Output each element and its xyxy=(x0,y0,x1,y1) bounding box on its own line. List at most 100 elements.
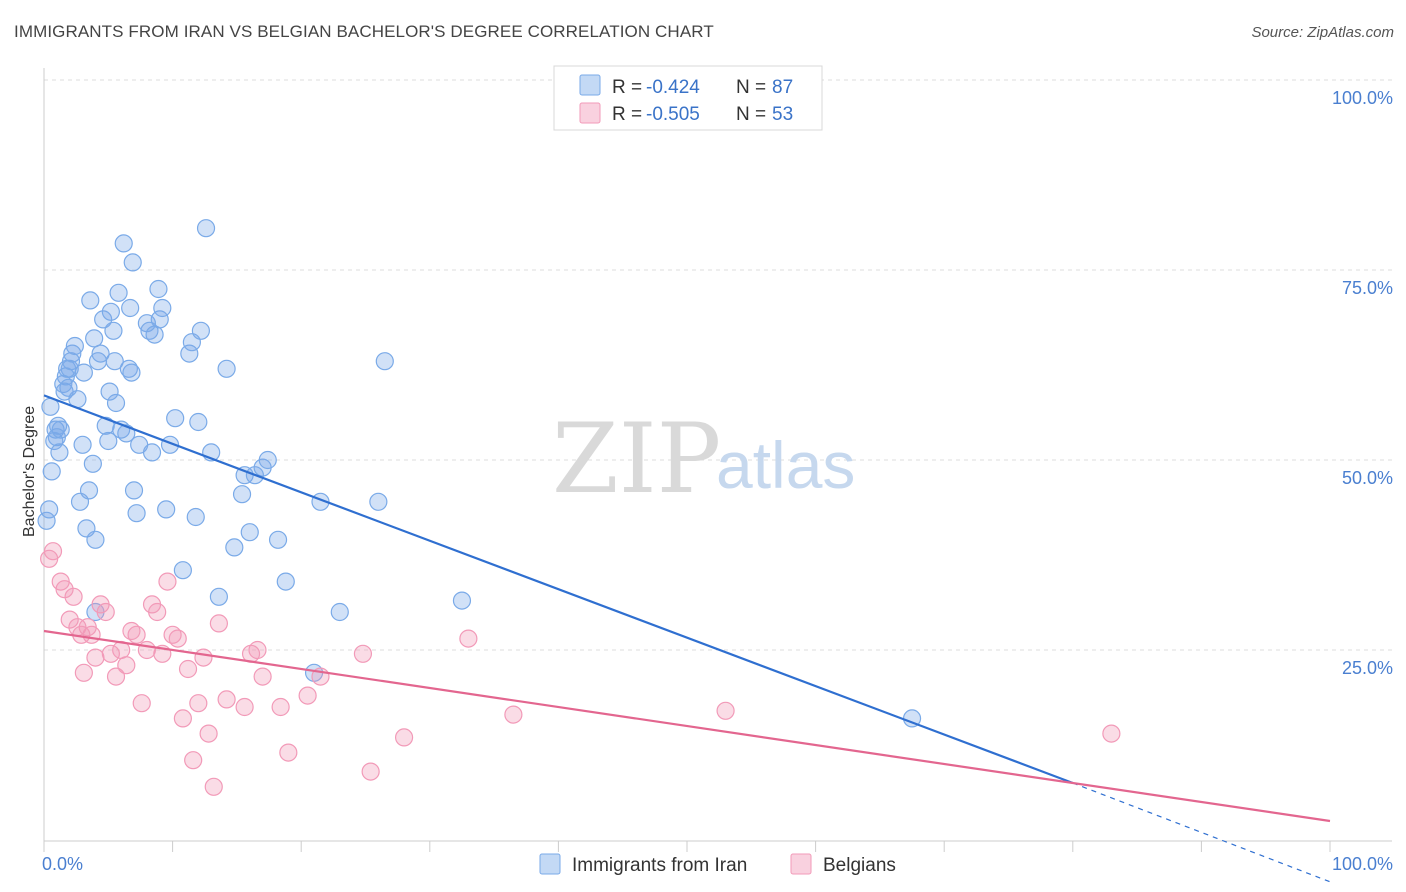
data-point xyxy=(106,667,126,686)
data-point xyxy=(158,572,177,591)
data-point xyxy=(459,629,478,648)
data-point xyxy=(189,694,208,713)
data-point xyxy=(117,656,136,675)
data-point xyxy=(74,663,93,682)
data-point xyxy=(127,504,146,523)
chart-title: IMMIGRANTS FROM IRAN VS BELGIAN BACHELOR… xyxy=(14,22,714,41)
axes xyxy=(43,68,1392,852)
data-point xyxy=(157,500,176,519)
data-point xyxy=(369,492,388,511)
legend-label-belgians: Belgians xyxy=(823,855,896,876)
data-point xyxy=(43,542,63,561)
data-point xyxy=(145,325,164,344)
data-point xyxy=(361,762,380,781)
data-point xyxy=(168,629,187,648)
data-point xyxy=(232,485,252,504)
data-point xyxy=(121,298,140,318)
data-point xyxy=(81,291,100,310)
data-point xyxy=(150,310,169,329)
legend-r-label-belgians: R = xyxy=(612,104,642,125)
data-point xyxy=(225,538,244,557)
data-point xyxy=(178,659,198,679)
data-point xyxy=(64,587,83,606)
data-point xyxy=(504,705,523,724)
legend-box xyxy=(553,65,823,131)
data-point xyxy=(209,587,228,606)
data-point xyxy=(186,507,205,527)
data-point xyxy=(65,336,84,356)
data-point xyxy=(268,530,288,549)
data-point xyxy=(51,420,70,439)
data-point xyxy=(50,443,69,462)
data-point xyxy=(99,431,118,451)
watermark-zip: ZIP xyxy=(552,403,721,515)
data-point xyxy=(123,253,142,272)
data-point xyxy=(716,701,735,720)
data-point xyxy=(74,363,93,382)
data-point xyxy=(142,443,162,462)
data-point xyxy=(91,344,110,363)
data-point xyxy=(199,724,218,743)
data-point xyxy=(191,321,210,340)
watermark: ZIP atlas xyxy=(552,403,855,515)
data-point xyxy=(217,690,236,709)
legend-swatch-iran-bottom xyxy=(539,853,561,875)
trend-line xyxy=(43,629,1331,823)
series-iran xyxy=(37,219,922,728)
trend-lines xyxy=(43,394,1331,883)
y-axis-label: Bachelor's Degree xyxy=(21,406,38,537)
data-point xyxy=(452,591,472,610)
data-point xyxy=(217,359,236,378)
legend-n-label-iran: N = xyxy=(736,77,766,98)
legend-swatch-iran xyxy=(579,74,601,96)
data-point xyxy=(137,640,156,660)
data-point xyxy=(94,310,113,329)
watermark-atlas: atlas xyxy=(716,428,855,502)
legend-r-label-iran: R = xyxy=(612,77,642,98)
data-point xyxy=(61,352,81,371)
data-point xyxy=(127,625,146,644)
data-point xyxy=(60,610,79,629)
legend-n-label-belgians: N = xyxy=(736,104,766,125)
data-point xyxy=(276,572,295,591)
data-point xyxy=(375,352,394,371)
data-point xyxy=(204,777,223,796)
data-point xyxy=(101,302,120,321)
data-point xyxy=(271,697,290,717)
data-point xyxy=(194,648,213,667)
data-point xyxy=(353,644,373,663)
data-point xyxy=(330,602,349,622)
data-point xyxy=(132,694,151,713)
data-point xyxy=(180,344,199,363)
data-point xyxy=(86,530,105,549)
trend-line xyxy=(43,394,1074,785)
data-point xyxy=(79,481,99,500)
data-point xyxy=(85,329,104,348)
legend-n-value-iran: 87 xyxy=(772,77,793,98)
data-point xyxy=(106,393,126,413)
data-point xyxy=(96,602,115,622)
y-tick-label: 100.0% xyxy=(1332,88,1393,108)
legend-n-value-belgians: 53 xyxy=(772,104,793,125)
data-point xyxy=(83,454,102,473)
data-point xyxy=(59,378,78,397)
x-tick-label: 100.0% xyxy=(1332,854,1393,874)
grid-lines xyxy=(44,79,1392,651)
legend-stats: R = -0.424 N = 87 R = -0.505 N = 53 xyxy=(553,65,823,131)
data-point xyxy=(235,697,254,717)
y-tick-labels: 25.0% 50.0% 75.0% 100.0% xyxy=(1332,88,1393,678)
y-tick-label: 50.0% xyxy=(1342,468,1393,488)
data-point xyxy=(105,352,124,371)
data-point xyxy=(100,382,119,401)
data-point xyxy=(394,728,414,747)
data-point xyxy=(279,743,298,762)
data-point xyxy=(166,409,185,428)
data-point xyxy=(124,481,144,500)
data-point xyxy=(73,435,92,454)
legend-label-iran: Immigrants from Iran xyxy=(572,855,747,876)
data-point xyxy=(96,416,115,435)
data-point xyxy=(1102,724,1121,743)
data-point xyxy=(114,234,133,253)
data-point xyxy=(82,625,101,644)
